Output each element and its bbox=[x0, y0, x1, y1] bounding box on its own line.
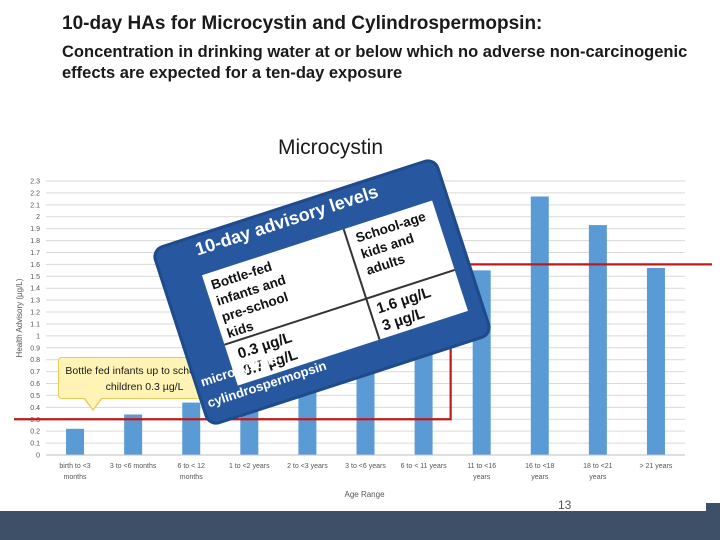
x-tick-label: 3 to <6 months bbox=[110, 463, 157, 470]
bar-10 bbox=[646, 267, 665, 455]
x-tick-label: 3 to <6 years bbox=[345, 463, 386, 470]
y-tick-label: 1.3 bbox=[30, 298, 40, 305]
x-tick-label: 2 to <3 years bbox=[287, 463, 328, 470]
y-tick-label: 1.1 bbox=[30, 321, 40, 328]
y-tick-label: 2.2 bbox=[30, 190, 40, 197]
callout-text: Bottle fed infants up to school age chil… bbox=[65, 365, 224, 393]
col-header-adults: School-age kids and adults bbox=[353, 208, 428, 278]
y-tick-label: 0.7 bbox=[30, 369, 40, 376]
footer-bar bbox=[0, 511, 720, 540]
y-tick-label: 0.8 bbox=[30, 357, 40, 364]
chart-title: Microcystin bbox=[278, 136, 384, 159]
y-tick-label: 0.5 bbox=[30, 393, 40, 400]
bar-1 bbox=[124, 414, 143, 455]
x-tick-label: 6 to < 12 months bbox=[178, 463, 206, 481]
y-tick-label: 1 bbox=[36, 333, 40, 340]
bar-9 bbox=[588, 225, 607, 455]
x-tick-label: 16 to <18 years bbox=[525, 463, 554, 481]
y-tick-label: 1.7 bbox=[30, 250, 40, 257]
y-tick-label: 0.6 bbox=[30, 381, 40, 388]
y-tick-label: 2.3 bbox=[30, 179, 40, 186]
y-tick-label: 0.9 bbox=[30, 345, 40, 352]
x-tick-label: 6 to < 11 years bbox=[401, 463, 447, 470]
x-tick-label: > 21 years bbox=[640, 463, 673, 470]
y-tick-label: 1.4 bbox=[30, 286, 40, 293]
y-tick-label: 2.1 bbox=[30, 202, 40, 209]
x-tick-label: 18 to <21 years bbox=[583, 463, 612, 481]
slide-title: 10-day HAs for Microcystin and Cylindros… bbox=[62, 13, 543, 34]
y-tick-label: 0.4 bbox=[30, 405, 40, 412]
y-tick-label: 1.6 bbox=[30, 262, 40, 269]
bar-2 bbox=[182, 402, 201, 455]
y-tick-label: 0.2 bbox=[30, 429, 40, 436]
y-tick-label: 0.1 bbox=[30, 441, 40, 448]
y-tick-label: 0 bbox=[36, 453, 40, 460]
x-tick-label: 1 to <2 years bbox=[229, 463, 270, 470]
y-tick-label: 1.9 bbox=[30, 226, 40, 233]
bar-5 bbox=[356, 353, 375, 455]
x-tick-label: 11 to <16 years bbox=[467, 463, 496, 481]
y-tick-label: 1.5 bbox=[30, 274, 40, 281]
slide-number: 13 bbox=[558, 498, 572, 512]
chart-axes: 0 0.1 0.2 0.3 0.4 0.5 0.6 0.7 0.8 0.9 1 1.1 1.2 1.3 1.… bbox=[15, 179, 685, 499]
y-tick-label: 0.3 bbox=[30, 417, 40, 424]
x-tick-label: birth to <3 months bbox=[59, 463, 90, 481]
col-header-infants: Bottle-fed infants and pre-school kids bbox=[209, 258, 290, 341]
bar-0 bbox=[66, 428, 85, 455]
y-axis-label: Health Advisory (µg/L) bbox=[15, 278, 24, 357]
y-tick-label: 1.2 bbox=[30, 310, 40, 317]
bar-8 bbox=[530, 196, 549, 456]
y-tick-label: 2 bbox=[36, 214, 40, 221]
y-tick-label: 1.8 bbox=[30, 238, 40, 245]
slide-subtitle: Concentration in drinking water at or be… bbox=[62, 43, 688, 82]
footer-accent bbox=[706, 503, 720, 540]
x-axis-label: Age Range bbox=[344, 490, 385, 499]
